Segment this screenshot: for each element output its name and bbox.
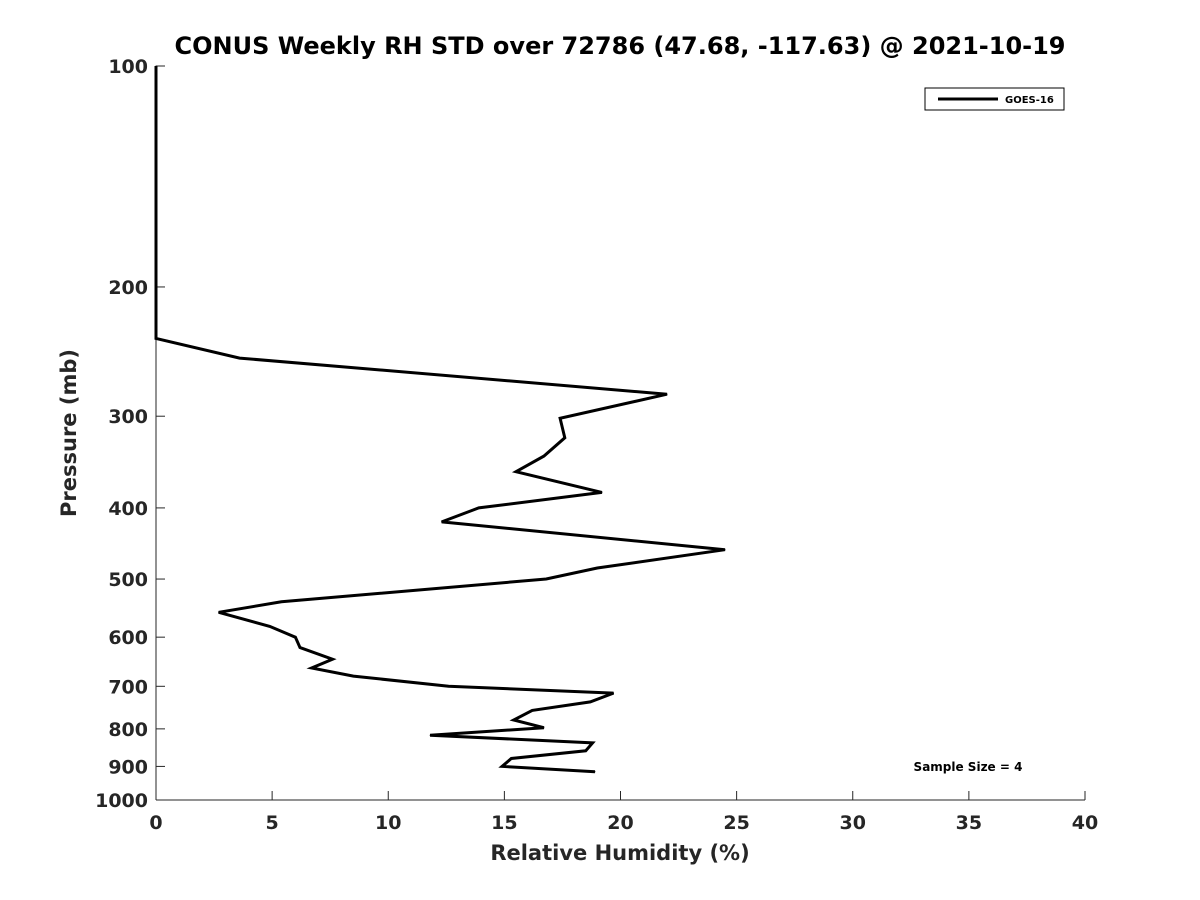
data-point (601, 491, 603, 493)
data-point (564, 437, 566, 439)
legend: GOES-16 (924, 87, 1065, 111)
data-point (280, 601, 282, 603)
data-point (311, 667, 313, 669)
data-point (155, 65, 157, 67)
data-point (543, 727, 545, 729)
data-point (545, 578, 547, 580)
x-axis-label: Relative Humidity (%) (490, 841, 749, 865)
data-point (596, 567, 598, 569)
data-point (441, 521, 443, 523)
series-layer (154, 65, 726, 774)
data-point (585, 750, 587, 752)
data-point (543, 455, 545, 457)
data-point (478, 507, 480, 509)
data-point (501, 765, 503, 767)
x-tick-label: 0 (149, 812, 162, 834)
data-point (269, 625, 271, 627)
data-point (594, 771, 596, 773)
data-point (724, 549, 726, 551)
y-axis-label: Pressure (mb) (57, 349, 81, 517)
data-point (448, 685, 450, 687)
data-point (352, 675, 354, 677)
x-tick-label: 15 (491, 812, 517, 834)
y-tick-label: 900 (108, 756, 148, 778)
y-tick-label: 700 (108, 676, 148, 698)
data-point (589, 701, 591, 703)
y-tick-label: 400 (108, 498, 148, 520)
y-tick-label: 1000 (95, 790, 148, 812)
data-point (218, 611, 220, 613)
y-tick-label: 600 (108, 627, 148, 649)
axes: 0 5 10 15 20 25 30 35 40 100 200 300 400 500 600 700 800… (95, 56, 1098, 834)
x-tick-label: 25 (723, 812, 749, 834)
data-point (299, 647, 301, 649)
series-line-goes-16 (154, 66, 726, 774)
data-point (592, 742, 594, 744)
x-tick-label: 40 (1072, 812, 1098, 834)
data-point (559, 417, 561, 419)
data-point (294, 636, 296, 638)
y-tick-label: 800 (108, 719, 148, 741)
data-point (429, 734, 431, 736)
x-tick-label: 30 (840, 812, 866, 834)
data-point (239, 357, 241, 359)
data-point (531, 709, 533, 711)
sample-size-annotation: Sample Size = 4 (914, 760, 1023, 774)
data-point (332, 658, 333, 660)
data-point (666, 393, 668, 395)
data-point (515, 471, 517, 473)
data-point (155, 194, 157, 196)
chart-title: CONUS Weekly RH STD over 72786 (47.68, -… (174, 32, 1065, 60)
x-tick-label: 5 (266, 812, 279, 834)
data-point (155, 286, 157, 288)
data-point (510, 758, 512, 759)
legend-label-goes-16: GOES-16 (1005, 95, 1054, 106)
x-tick-label: 10 (375, 812, 401, 834)
x-tick-label: 20 (607, 812, 633, 834)
y-tick-label: 200 (108, 277, 148, 299)
data-point (613, 692, 614, 694)
data-point (513, 719, 515, 721)
y-tick-label: 300 (108, 406, 148, 428)
y-tick-label: 500 (108, 569, 148, 591)
data-point (155, 337, 157, 339)
x-tick-label: 35 (956, 812, 982, 834)
y-tick-label: 100 (108, 56, 148, 78)
